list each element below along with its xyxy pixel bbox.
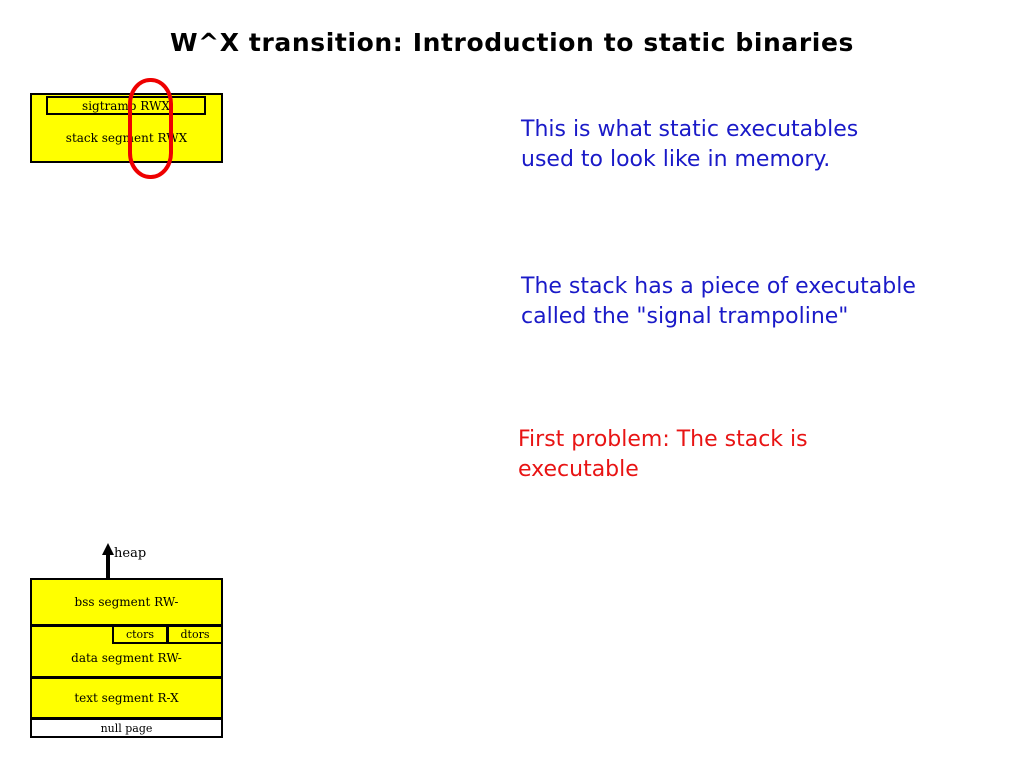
heap-arrow-icon (102, 543, 114, 581)
text-segment-label: text segment R-X (74, 691, 179, 705)
ctors-box: ctors (112, 625, 168, 644)
note-intro: This is what static executables used to … (521, 117, 859, 172)
text-segment-row: text segment R-X (30, 677, 223, 719)
ctors-label: ctors (125, 628, 155, 641)
stack-memory-diagram: sigtramp RWX stack segment RWX (30, 93, 223, 163)
static-binary-memory-diagram: bss segment RW- data segment RW- ctors d… (30, 578, 223, 738)
stack-segment-label: stack segment RWX (65, 131, 188, 145)
sigtramp-box: sigtramp RWX (46, 96, 206, 115)
page-title: W^X transition: Introduction to static b… (170, 28, 854, 57)
bss-segment-label: bss segment RW- (74, 595, 179, 609)
heap-label: heap (114, 546, 147, 561)
dtors-label: dtors (180, 628, 210, 641)
dtors-box: dtors (167, 625, 223, 644)
sigtramp-label: sigtramp RWX (82, 98, 170, 113)
null-page-row: null page (30, 718, 223, 738)
bss-segment-row: bss segment RW- (30, 578, 223, 626)
null-page-label: null page (100, 721, 153, 735)
note-signal-trampoline: The stack has a piece of executable call… (521, 274, 916, 329)
data-segment-label: data segment RW- (71, 651, 182, 665)
note-first-problem: First problem: The stack is executable (518, 427, 808, 482)
